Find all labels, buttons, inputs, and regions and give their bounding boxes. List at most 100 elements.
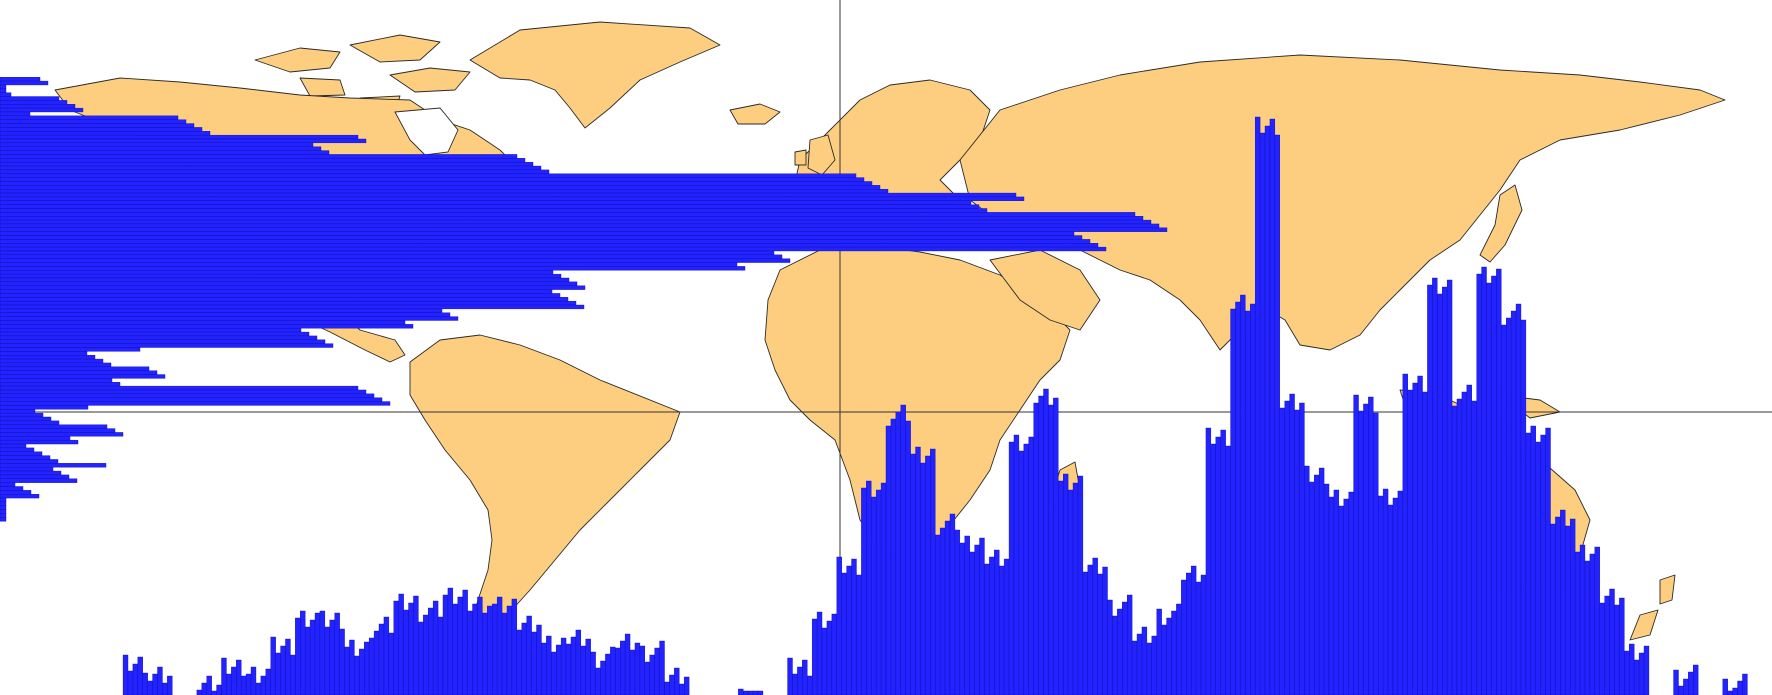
longitude-bar bbox=[1146, 642, 1153, 695]
longitude-bar bbox=[895, 411, 901, 695]
longitude-bar bbox=[669, 674, 675, 695]
longitude-bar bbox=[1486, 282, 1492, 695]
longitude-bar bbox=[1368, 396, 1374, 695]
latitude-bar bbox=[0, 366, 150, 371]
longitude-bar bbox=[1250, 303, 1256, 695]
asia bbox=[959, 54, 1726, 351]
longitude-bar bbox=[994, 549, 1000, 695]
longitude-bar bbox=[1471, 400, 1477, 695]
latitude-bar bbox=[0, 173, 857, 178]
latitude-bar bbox=[0, 96, 60, 101]
latitude-bar bbox=[0, 501, 7, 507]
iceland bbox=[729, 103, 781, 125]
latitude-bar bbox=[0, 239, 1091, 244]
longitude-bar bbox=[467, 610, 473, 695]
latitude-bar bbox=[0, 455, 51, 460]
latitude-bar bbox=[0, 150, 330, 155]
longitude-bar bbox=[1397, 490, 1404, 695]
latitude-bar bbox=[0, 254, 783, 259]
longitude-bar bbox=[1136, 633, 1143, 695]
longitude-bar bbox=[935, 534, 941, 695]
longitude-bar bbox=[1107, 599, 1113, 695]
longitude-bar bbox=[127, 670, 134, 695]
longitude-bar bbox=[280, 645, 286, 695]
longitude-bar bbox=[452, 603, 458, 695]
latitude-bar bbox=[0, 258, 791, 263]
latitude-bar bbox=[0, 300, 577, 306]
longitude-bar bbox=[605, 653, 611, 695]
longitude-bar bbox=[1382, 488, 1389, 695]
longitude-bar bbox=[1555, 516, 1561, 695]
longitude-bar bbox=[930, 448, 936, 695]
longitude-bar bbox=[624, 633, 631, 695]
longitude-bar bbox=[1210, 443, 1216, 695]
longitude-bar bbox=[1122, 601, 1128, 695]
longitude-bar bbox=[511, 598, 518, 695]
longitude-bar bbox=[920, 462, 926, 695]
longitude-bar bbox=[1314, 474, 1320, 695]
latitude-bar bbox=[0, 304, 585, 310]
longitude-bar bbox=[1624, 650, 1630, 695]
longitude-bar bbox=[1530, 425, 1536, 695]
longitude-bar bbox=[1245, 310, 1251, 695]
british-isles bbox=[794, 134, 836, 176]
longitude-bar bbox=[939, 527, 946, 695]
longitude-bar bbox=[841, 572, 847, 695]
longitude-bar bbox=[807, 675, 813, 695]
latitude-bar bbox=[0, 327, 302, 333]
latitude-bar bbox=[0, 486, 24, 491]
longitude-bar bbox=[388, 632, 394, 695]
longitude-bar bbox=[644, 661, 650, 695]
longitude-bar bbox=[1205, 427, 1212, 695]
longitude-bar bbox=[925, 455, 931, 695]
longitude-bar bbox=[1609, 588, 1615, 695]
longitude-bar bbox=[1363, 403, 1369, 695]
longitude-bar bbox=[236, 659, 242, 695]
latitude-bar bbox=[0, 134, 359, 140]
longitude-bar bbox=[551, 651, 557, 695]
latitude-bar bbox=[0, 204, 980, 209]
longitude-bar bbox=[221, 657, 227, 695]
longitude-bar bbox=[1323, 483, 1330, 695]
longitude-bar bbox=[1294, 409, 1300, 695]
longitude-bar bbox=[122, 654, 129, 695]
longitude-bar bbox=[659, 640, 665, 695]
latitude-bar bbox=[0, 107, 84, 113]
longitude-bar bbox=[270, 636, 276, 695]
longitude-bar bbox=[1186, 572, 1192, 695]
latitude-bar bbox=[0, 401, 391, 406]
longitude-bar bbox=[1432, 277, 1438, 695]
longitude-bar bbox=[1309, 481, 1315, 695]
longitude-bar bbox=[147, 680, 153, 695]
longitude-bar bbox=[1673, 669, 1679, 695]
longitude-bar bbox=[585, 638, 591, 695]
longitude-bar bbox=[792, 673, 798, 695]
longitude-bar bbox=[1215, 436, 1221, 695]
longitude-bar bbox=[260, 675, 267, 695]
longitude-bar bbox=[482, 612, 488, 695]
longitude-bar bbox=[398, 593, 404, 695]
longitude-bar bbox=[132, 663, 139, 695]
longitude-bar bbox=[309, 619, 316, 695]
longitude-bar bbox=[683, 676, 690, 695]
longitude-bar bbox=[432, 600, 439, 695]
longitude-bar bbox=[1451, 405, 1458, 695]
longitude-bar bbox=[319, 610, 326, 695]
longitude-bar bbox=[871, 496, 877, 695]
latitude-bar bbox=[0, 227, 1168, 232]
latitude-bar bbox=[0, 80, 49, 86]
longitude-bar bbox=[349, 639, 355, 695]
longitude-bar bbox=[1481, 266, 1487, 695]
longitude-bar bbox=[373, 630, 380, 695]
longitude-bar bbox=[457, 596, 463, 695]
latitude-bar bbox=[0, 115, 179, 120]
longitude-bar bbox=[437, 616, 444, 695]
latitude-bar bbox=[0, 131, 211, 136]
latitude-bar bbox=[0, 378, 113, 383]
latitude-bar bbox=[0, 200, 972, 205]
longitude-bar bbox=[1043, 388, 1049, 695]
latitude-bar bbox=[0, 281, 578, 286]
longitude-bar bbox=[590, 651, 596, 695]
longitude-bar bbox=[1412, 382, 1418, 695]
longitude-bar bbox=[506, 605, 513, 695]
